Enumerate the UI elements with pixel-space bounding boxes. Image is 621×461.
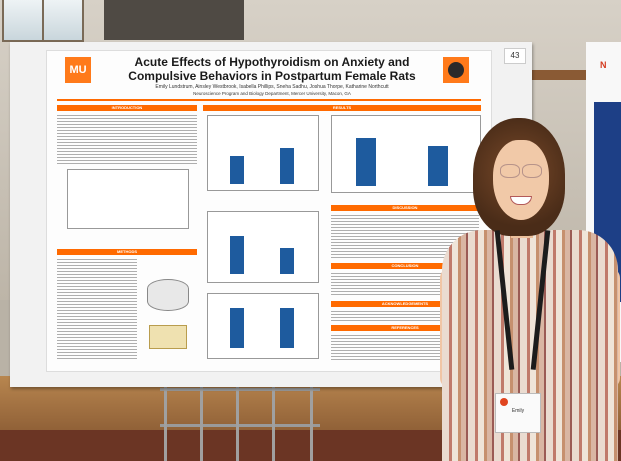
intro-text [57, 113, 197, 165]
section-conclusion: CONCLUSION [331, 263, 479, 269]
window [2, 0, 84, 42]
section-acknowledgements: ACKNOWLEDGEMENTS [331, 301, 479, 307]
poster-title: Acute Effects of Hypothyroidism on Anxie… [128, 55, 416, 83]
bar-3b [280, 308, 294, 348]
methods-text [57, 257, 137, 361]
mercer-logo-left: MU [65, 57, 91, 83]
section-references: REFERENCES [331, 325, 479, 331]
research-poster: MU Acute Effects of Hypothyroidism on An… [46, 50, 492, 372]
easel [160, 384, 320, 461]
title-rule [57, 99, 481, 101]
bar-1a [230, 156, 244, 184]
adjacent-poster-text: N [600, 60, 607, 70]
face [493, 140, 549, 220]
bear-icon [448, 62, 464, 78]
line-chart-figure [67, 169, 189, 229]
bar-chart-4 [331, 115, 481, 193]
section-discussion: DISCUSSION [331, 205, 479, 211]
bar-2a [230, 236, 244, 274]
bar-chart-2 [207, 211, 319, 283]
bar-4a [356, 138, 376, 186]
maze-figure [147, 279, 189, 311]
mercer-logo-right [443, 57, 469, 83]
presenter: Emily [440, 118, 620, 461]
section-results: RESULTS [203, 105, 481, 111]
section-methods: METHODS [57, 249, 197, 255]
bar-4b [428, 146, 448, 186]
dark-panel [104, 0, 244, 40]
lanyard [494, 230, 551, 380]
bar-chart-3 [207, 293, 319, 359]
bar-chart-1 [207, 115, 319, 191]
bar-2b [280, 248, 294, 274]
marble-figure [149, 325, 187, 349]
badge-logo-icon [500, 398, 508, 406]
poster-affiliation: Neuroscience Program and Biology Departm… [193, 91, 351, 96]
wood-trim [510, 70, 621, 80]
bar-1b [280, 148, 294, 184]
bar-3a [230, 308, 244, 348]
poster-number: 43 [504, 48, 526, 64]
badge-name: Emily [511, 408, 525, 414]
name-badge: Emily [495, 393, 541, 433]
section-introduction: INTRODUCTION [57, 105, 197, 111]
poster-authors: Emily Lundstrum, Ainsley Westbrook, Isab… [155, 84, 389, 90]
glasses-icon [498, 164, 544, 178]
